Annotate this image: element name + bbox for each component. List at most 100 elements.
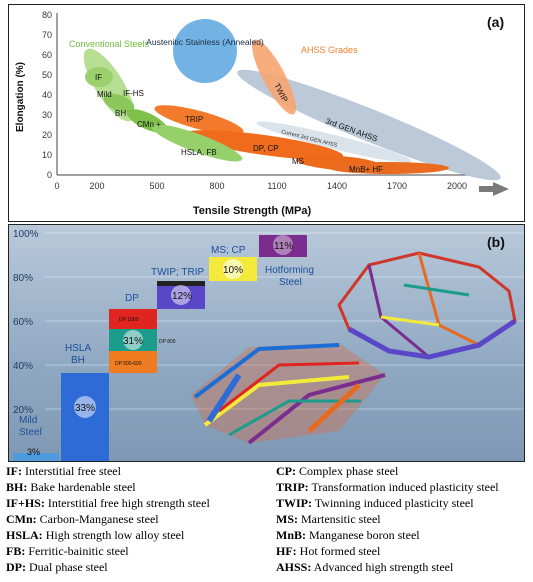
trip-region — [154, 105, 244, 135]
hf-name-1: Hotforming — [265, 265, 314, 276]
legend-item: HF: Hot formed steel — [276, 544, 381, 558]
conventional-label: Conventional Steels — [69, 39, 150, 49]
hsla-name-2: BH — [71, 355, 85, 366]
twip-pct-circle — [171, 285, 191, 305]
if-region — [85, 67, 113, 87]
hf-pct: 11% — [274, 241, 293, 252]
hf-bar — [259, 235, 307, 257]
y-axis-label: Elongation (%) — [15, 62, 26, 132]
cmn-label: CMn + — [137, 120, 161, 129]
x-tick: 800 — [209, 181, 224, 191]
hsla-pct: 33% — [75, 403, 95, 414]
y-tick: 40 — [42, 90, 52, 100]
legend-item: IF+HS: Interstitial free high strength s… — [6, 496, 210, 510]
panel-b-svg: 100% 80% 60% 40% 20% (b) — [13, 229, 524, 461]
legend-item: HSLA: High strength low alloy steel — [6, 528, 185, 542]
b-y-ticks: 100% 80% 60% 40% 20% — [13, 229, 39, 416]
x-axis-label: Tensile Strength (MPa) — [193, 205, 312, 217]
if-label: IF — [95, 73, 102, 82]
b-y-tick: 40% — [13, 361, 33, 372]
x-tick-labels: 0 200 500 800 1100 1400 1700 2000 — [54, 181, 467, 191]
bh-label: BH — [115, 109, 126, 118]
gen3-ahss-region — [237, 69, 501, 181]
x-tick: 1100 — [267, 181, 286, 191]
legend-item: MS: Martensitic steel — [276, 512, 381, 526]
hf-pct-circle — [273, 235, 293, 255]
legend-item: TWIP: Twinning induced plasticity steel — [276, 496, 474, 510]
b-y-tick: 60% — [13, 317, 33, 328]
abbreviation-legend: IF: Interstitial free steel BH: Bake har… — [6, 464, 530, 582]
legend-item: IF: Interstitial free steel — [6, 464, 121, 478]
hsla-region — [151, 124, 243, 162]
b-y-tick: 20% — [13, 405, 33, 416]
y-tick: 20 — [42, 130, 52, 140]
ms-label: MS — [292, 157, 304, 166]
legend-item: FB: Ferritic-bainitic steel — [6, 544, 129, 558]
mild-steel-bar — [13, 453, 59, 461]
trip-label: TRIP — [185, 115, 203, 124]
y-tick: 70 — [42, 30, 52, 40]
mnb-region — [329, 162, 449, 174]
x-tick: 200 — [89, 181, 104, 191]
dp800-label: DP 800 — [159, 339, 176, 345]
x-tick: 1700 — [387, 181, 407, 191]
x-tick: 2000 — [447, 181, 467, 191]
panel-a-svg: 0 10 20 30 40 50 60 70 80 0 200 500 800 … — [15, 10, 509, 217]
y-tick: 0 — [47, 170, 52, 180]
dp-cp-region — [184, 130, 344, 160]
mild-label: Mild — [97, 90, 112, 99]
hsla-name-1: HSLA — [65, 343, 91, 354]
arrow-icon — [479, 182, 509, 196]
hf-name-2: Steel — [279, 277, 302, 288]
y-tick: 60 — [42, 50, 52, 60]
car-body-illustration — [191, 251, 517, 445]
x-tick: 500 — [149, 181, 164, 191]
ifhs-label: IF-HS — [123, 89, 144, 98]
bh-region — [103, 93, 135, 113]
panel-b: 100% 80% 60% 40% 20% (b) — [8, 224, 525, 462]
ms-pct-circle — [223, 259, 243, 279]
dp500-bar — [109, 351, 157, 373]
austenitic-region — [173, 19, 237, 83]
legend-item: DP: Dual phase steel — [6, 560, 108, 574]
hsla-label: HSLA, FB — [181, 148, 217, 157]
y-tick: 30 — [42, 110, 52, 120]
dp1000-bar — [109, 309, 157, 329]
ahss-label: AHSS Grades — [301, 45, 358, 55]
dp-pct-circle — [123, 330, 143, 350]
dpcp-label: DP, CP — [253, 144, 279, 153]
dp-pct: 31% — [123, 336, 143, 347]
panel-b-label: (b) — [487, 234, 505, 250]
b-y-tick: 100% — [13, 229, 39, 240]
y-tick-labels: 0 10 20 30 40 50 60 70 80 — [42, 10, 52, 180]
twip-pct: 12% — [172, 291, 192, 302]
panel-a: 0 10 20 30 40 50 60 70 80 0 200 500 800 … — [8, 4, 525, 222]
ms-name: MS; CP — [211, 245, 246, 256]
mild-name-2: Steel — [19, 427, 42, 438]
ms-pct: 10% — [223, 265, 243, 276]
x-tick: 0 — [54, 181, 59, 191]
twip-region — [252, 39, 296, 115]
twip-name: TWIP; TRIP — [151, 267, 204, 278]
mild-pct: 3% — [27, 447, 40, 457]
current-gen3-region — [256, 121, 412, 163]
legend-item: CMn: Carbon-Manganese steel — [6, 512, 159, 526]
legend-item: MnB: Manganese boron steel — [276, 528, 420, 542]
x-tick: 1400 — [327, 181, 347, 191]
step-labels: Mild Steel 3% HSLA BH 33% DP DP 1000 DP … — [19, 241, 314, 457]
legend-item: TRIP: Transformation induced plasticity … — [276, 480, 499, 494]
y-tick: 80 — [42, 10, 52, 20]
mnb-label: MnB+ HF — [349, 165, 383, 174]
legend-item: AHSS: Advanced high strength steel — [276, 560, 454, 574]
legend-item: CP: Complex phase steel — [276, 464, 399, 478]
austenitic-label: Austenitic Stainless (Annealed) — [146, 37, 264, 47]
y-tick: 50 — [42, 70, 52, 80]
legend-item: BH: Bake hardenable steel — [6, 480, 136, 494]
panel-a-label: (a) — [487, 14, 504, 30]
b-y-tick: 80% — [13, 273, 33, 284]
dp1000-label: DP 1000 — [119, 317, 139, 323]
dp500-label: DP 500-600 — [115, 361, 142, 367]
y-tick: 10 — [42, 150, 52, 160]
dp-name: DP — [125, 293, 139, 304]
